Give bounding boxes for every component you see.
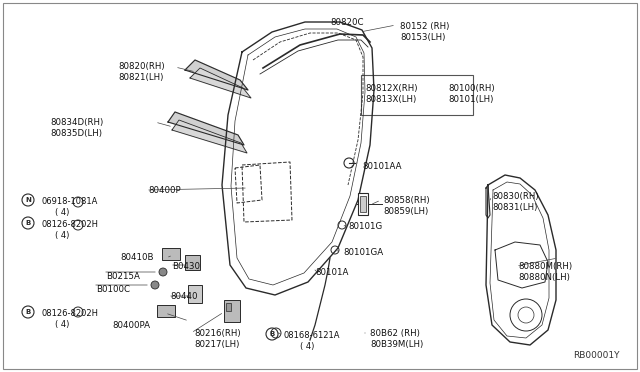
Bar bbox=[162, 248, 180, 260]
FancyBboxPatch shape bbox=[361, 75, 473, 115]
Text: 80B62 (RH): 80B62 (RH) bbox=[370, 329, 420, 338]
Text: 80859(LH): 80859(LH) bbox=[383, 207, 428, 216]
Text: 80216(RH): 80216(RH) bbox=[194, 329, 241, 338]
Text: ( 4): ( 4) bbox=[55, 208, 69, 217]
Bar bbox=[157, 305, 175, 317]
Text: 80880N(LH): 80880N(LH) bbox=[518, 273, 570, 282]
Text: 80812X(RH): 80812X(RH) bbox=[365, 84, 417, 93]
Text: 80101(LH): 80101(LH) bbox=[448, 95, 493, 104]
Text: 80101G: 80101G bbox=[348, 222, 382, 231]
Bar bbox=[226, 303, 231, 311]
Text: N: N bbox=[25, 197, 31, 203]
Text: 06918-1081A: 06918-1081A bbox=[42, 197, 99, 206]
Text: ( 4): ( 4) bbox=[55, 231, 69, 240]
Bar bbox=[360, 196, 366, 212]
Bar bbox=[185, 255, 200, 270]
Text: 80400PA: 80400PA bbox=[112, 321, 150, 330]
Text: 80834D(RH): 80834D(RH) bbox=[50, 118, 103, 127]
Text: B: B bbox=[26, 309, 31, 315]
Text: 80820C: 80820C bbox=[330, 18, 364, 27]
Text: B0215A: B0215A bbox=[106, 272, 140, 281]
Text: 80101A: 80101A bbox=[315, 268, 348, 277]
Text: B0100C: B0100C bbox=[96, 285, 130, 294]
Text: 80835D(LH): 80835D(LH) bbox=[50, 129, 102, 138]
Text: 80821(LH): 80821(LH) bbox=[118, 73, 163, 82]
Text: ( 4): ( 4) bbox=[55, 320, 69, 329]
Text: RB00001Y: RB00001Y bbox=[573, 351, 620, 360]
Text: 80440: 80440 bbox=[170, 292, 198, 301]
Polygon shape bbox=[168, 112, 244, 145]
Polygon shape bbox=[190, 68, 251, 98]
Text: 80217(LH): 80217(LH) bbox=[194, 340, 239, 349]
Text: 80880M(RH): 80880M(RH) bbox=[518, 262, 572, 271]
Text: 80410B: 80410B bbox=[120, 253, 154, 262]
Text: 80858(RH): 80858(RH) bbox=[383, 196, 429, 205]
Text: 80B39M(LH): 80B39M(LH) bbox=[370, 340, 423, 349]
Text: 80101AA: 80101AA bbox=[362, 162, 401, 171]
Bar bbox=[224, 300, 240, 322]
Text: 80830(RH): 80830(RH) bbox=[492, 192, 539, 201]
Text: ( 4): ( 4) bbox=[300, 342, 314, 351]
Text: 80813X(LH): 80813X(LH) bbox=[365, 95, 416, 104]
Text: 80153(LH): 80153(LH) bbox=[400, 33, 445, 42]
Text: 80101GA: 80101GA bbox=[343, 248, 383, 257]
Text: 80100(RH): 80100(RH) bbox=[448, 84, 495, 93]
Text: 80820(RH): 80820(RH) bbox=[118, 62, 164, 71]
Text: B: B bbox=[26, 220, 31, 226]
Polygon shape bbox=[172, 120, 247, 153]
Bar bbox=[188, 285, 202, 303]
Text: B: B bbox=[269, 331, 275, 337]
Text: 08126-8202H: 08126-8202H bbox=[42, 309, 99, 318]
Polygon shape bbox=[185, 60, 248, 90]
Text: 80831(LH): 80831(LH) bbox=[492, 203, 538, 212]
Text: 08168-6121A: 08168-6121A bbox=[284, 331, 340, 340]
Circle shape bbox=[151, 281, 159, 289]
Bar bbox=[358, 193, 368, 215]
Text: B0430: B0430 bbox=[172, 262, 200, 271]
Text: 80152 (RH): 80152 (RH) bbox=[400, 22, 449, 31]
Text: 80400P: 80400P bbox=[148, 186, 180, 195]
Circle shape bbox=[159, 268, 167, 276]
Text: 08126-8202H: 08126-8202H bbox=[42, 220, 99, 229]
